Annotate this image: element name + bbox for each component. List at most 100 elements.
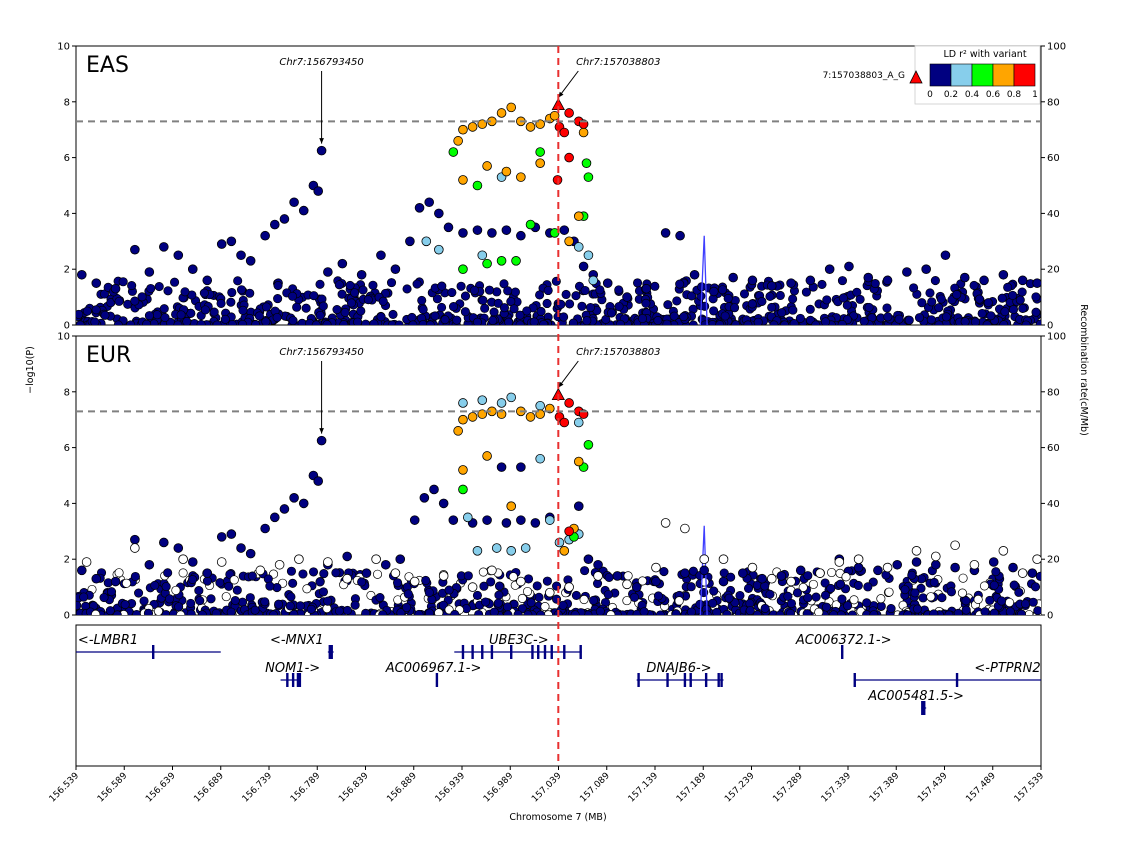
variant-point xyxy=(803,593,813,603)
variant-point xyxy=(368,280,378,290)
variant-point xyxy=(178,568,188,578)
variant-point xyxy=(814,607,824,615)
variant-point xyxy=(695,599,705,609)
variant-point xyxy=(1024,610,1034,615)
legend-color-bin xyxy=(1013,63,1036,87)
variant-point xyxy=(1028,597,1038,607)
variant-point xyxy=(226,236,237,247)
variant-point xyxy=(775,290,785,301)
variant-point xyxy=(443,222,454,233)
variant-point xyxy=(287,291,298,301)
variant-point xyxy=(494,590,504,600)
variant-point xyxy=(346,298,357,308)
variant-point xyxy=(1030,582,1041,592)
variant-point xyxy=(448,515,459,525)
variant-point xyxy=(434,608,444,615)
legend-tick-label: 0.8 xyxy=(1007,90,1022,100)
variant-point xyxy=(720,311,730,321)
variant-point xyxy=(306,604,316,614)
variant-point xyxy=(393,578,403,588)
variant-point xyxy=(458,124,468,135)
variant-point xyxy=(508,572,518,582)
variant-point xyxy=(829,610,839,615)
gene-label: NOM1-> xyxy=(265,661,320,676)
variant-point xyxy=(559,546,570,556)
variant-point xyxy=(458,484,468,495)
variant-point xyxy=(279,214,290,224)
variant-point xyxy=(506,501,517,511)
variant-point xyxy=(700,320,710,325)
variant-point xyxy=(663,300,673,310)
variant-point xyxy=(255,565,266,576)
variant-point xyxy=(199,288,209,298)
variant-point xyxy=(552,581,562,591)
variant-point xyxy=(595,606,605,615)
y-right-tick-label: 40 xyxy=(1047,209,1060,220)
variant-point xyxy=(488,315,498,325)
variant-point xyxy=(269,512,280,523)
variant-point xyxy=(873,565,883,576)
variant-point xyxy=(522,306,532,316)
variant-point xyxy=(506,102,517,113)
variant-point xyxy=(273,294,283,304)
variant-point xyxy=(318,587,329,597)
variant-point xyxy=(447,287,457,298)
variant-point xyxy=(1003,282,1013,292)
variant-point xyxy=(220,314,230,324)
gene-label: <-LMBR1 xyxy=(78,633,138,648)
recombination-rate-line xyxy=(699,525,708,615)
legend-title: LD r² with variant xyxy=(943,49,1026,60)
variant-point xyxy=(163,286,173,296)
variant-point xyxy=(194,586,204,596)
variant-point xyxy=(81,557,92,567)
variant-point xyxy=(1032,554,1041,564)
variant-point xyxy=(499,303,509,313)
variant-point xyxy=(894,314,904,324)
variant-point xyxy=(342,573,352,584)
variant-point xyxy=(418,304,428,315)
y-tick-label: 4 xyxy=(64,499,70,510)
variant-point xyxy=(236,285,247,295)
variant-point xyxy=(937,593,947,603)
variant-point xyxy=(164,594,175,604)
variant-point xyxy=(747,299,757,309)
variant-point xyxy=(361,608,371,615)
variant-point xyxy=(76,600,82,611)
y-tick-label: 8 xyxy=(64,387,70,398)
variant-point xyxy=(516,576,526,587)
variant-point xyxy=(358,285,368,295)
background-variant-cloud xyxy=(76,566,1041,615)
variant-point xyxy=(998,269,1009,280)
variant-point xyxy=(130,534,140,545)
variant-point xyxy=(386,278,397,288)
variant-point xyxy=(453,136,463,146)
variant-point xyxy=(837,276,848,286)
variant-point xyxy=(143,608,154,615)
variant-point xyxy=(202,275,213,286)
variant-point xyxy=(261,317,271,325)
legend-variant-label: 7:157038803_A_G xyxy=(823,71,905,81)
variant-point xyxy=(458,264,468,275)
variant-point xyxy=(152,310,162,320)
variant-point xyxy=(718,576,729,587)
variant-point xyxy=(788,305,798,315)
legend-color-bin xyxy=(971,63,994,87)
variant-point xyxy=(669,311,679,321)
variant-point xyxy=(339,319,349,325)
variant-point xyxy=(390,264,401,275)
variant-point xyxy=(785,608,796,615)
panel-label-eur: EUR xyxy=(86,343,131,368)
variant-point xyxy=(525,122,536,132)
variant-point xyxy=(907,570,917,580)
variant-point xyxy=(1004,597,1015,608)
variant-point xyxy=(577,301,587,311)
variant-point xyxy=(337,258,348,269)
variant-point xyxy=(579,594,589,605)
variant-point xyxy=(757,296,767,307)
variant-point xyxy=(494,581,505,591)
variant-point xyxy=(535,158,545,168)
variant-point xyxy=(926,592,936,602)
variant-point xyxy=(659,567,669,577)
variant-point xyxy=(777,308,787,318)
variant-point xyxy=(580,285,590,296)
